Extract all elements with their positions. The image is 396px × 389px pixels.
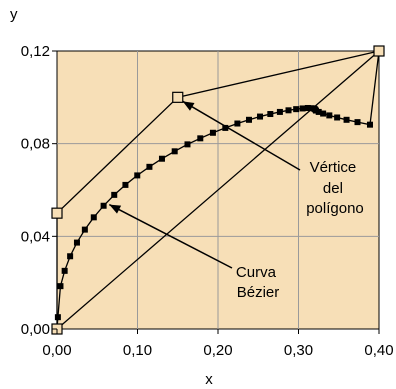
bezier-point <box>90 214 97 221</box>
bezier-point <box>197 135 204 142</box>
bezier-point <box>334 114 341 121</box>
x-axis-label: x <box>205 371 213 388</box>
bezier-point <box>276 108 283 115</box>
grid <box>57 51 379 329</box>
bezier-point <box>184 141 191 148</box>
bezier-point <box>81 226 88 233</box>
annotation-bezier-line-1: Curva <box>236 264 277 281</box>
bezier-point <box>57 283 64 290</box>
control-vertex <box>172 91 184 103</box>
control-polygon-line <box>56 50 380 329</box>
y-tick-label: 0,04 <box>21 228 50 245</box>
vertex-arrow-shaft <box>182 100 301 171</box>
annotation-vertex-line-2: del <box>323 180 343 197</box>
bezier-point <box>285 107 292 114</box>
bezier-arrow-shaft <box>108 203 233 269</box>
y-axis-label: y <box>10 6 18 23</box>
bezier-point <box>304 104 311 111</box>
annotation-vertex-line-3: polígono <box>306 200 364 217</box>
bezier-point <box>343 116 350 123</box>
bezier-point <box>73 239 80 246</box>
annotation-vertex-line-1: Vértice <box>310 159 357 176</box>
x-tick-label: 0,00 <box>42 342 71 359</box>
vertex-arrow-head <box>182 101 195 111</box>
bezier-point <box>54 314 61 321</box>
bezier-point <box>122 181 129 188</box>
annotation-bezier-line-2: Bézier <box>237 284 280 301</box>
x-tick-label: 0,20 <box>203 342 232 359</box>
bezier-point <box>326 112 333 119</box>
bezier-point <box>158 155 165 162</box>
bezier-point <box>134 172 141 179</box>
annotation-arrows <box>108 100 301 269</box>
bezier-point <box>315 108 322 115</box>
bezier-point <box>61 267 68 274</box>
y-tick-label: 0,12 <box>21 43 50 60</box>
bezier-point <box>209 129 216 136</box>
x-tick-label: 0,30 <box>284 342 313 359</box>
bezier-point <box>366 121 373 128</box>
bezier-point <box>67 253 74 260</box>
bezier-point <box>111 191 118 198</box>
bezier-point <box>245 116 252 123</box>
bezier-point <box>267 111 274 118</box>
bezier-point <box>354 119 361 126</box>
tick-labels: 0,00 0,10 0,20 0,30 0,40 0,00 0,04 0,08 0,12 <box>21 43 394 359</box>
annotation-vertex: Vértice del polígono <box>306 159 364 217</box>
bezier-point <box>320 110 327 117</box>
bezier-point <box>234 120 241 127</box>
bezier-point <box>100 202 107 209</box>
annotation-bezier: Curva Bézier <box>236 264 280 301</box>
bezier-point <box>146 163 153 170</box>
y-tick-label: 0,08 <box>21 136 50 153</box>
bezier-arrow-head <box>109 204 122 214</box>
x-tick-label: 0,10 <box>123 342 152 359</box>
x-tick-label: 0,40 <box>364 342 393 359</box>
bezier-point <box>293 106 300 113</box>
bezier-point <box>299 105 306 112</box>
chord-line <box>56 50 380 330</box>
bezier-point <box>257 113 264 120</box>
bezier-point <box>171 148 178 155</box>
bezier-point <box>222 124 229 131</box>
control-vertex <box>51 207 63 219</box>
y-tick-label: 0,00 <box>21 321 50 338</box>
control-vertex <box>373 45 385 57</box>
